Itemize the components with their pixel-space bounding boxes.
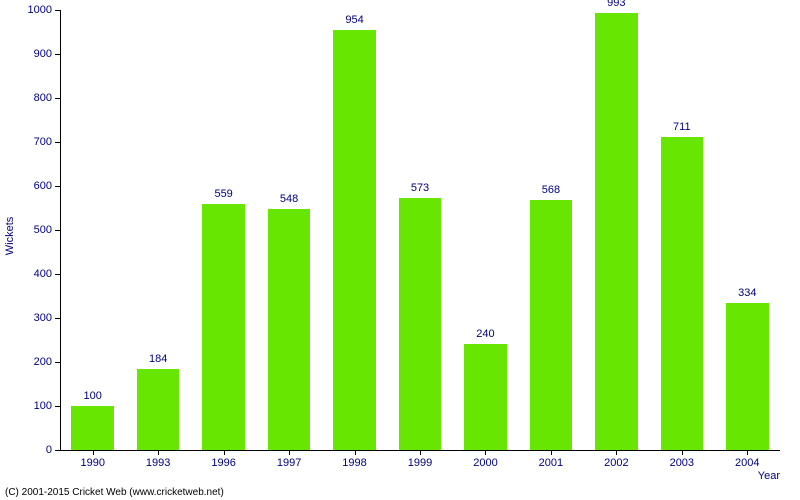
bar (268, 209, 311, 450)
bar-value-label: 568 (542, 184, 560, 196)
bar-value-label: 334 (738, 287, 756, 299)
x-tick (224, 450, 225, 455)
y-tick-label: 500 (20, 224, 52, 236)
y-tick-label: 600 (20, 180, 52, 192)
x-tick-label: 1997 (277, 457, 301, 469)
y-tick-label: 900 (20, 48, 52, 60)
bar (661, 137, 704, 450)
bar-value-label: 573 (411, 182, 429, 194)
x-tick (93, 450, 94, 455)
bar-value-label: 711 (673, 121, 691, 133)
x-tick-label: 1999 (408, 457, 432, 469)
bar-value-label: 559 (214, 188, 232, 200)
x-tick (551, 450, 552, 455)
x-tick (289, 450, 290, 455)
y-tick-label: 300 (20, 312, 52, 324)
bar (202, 204, 245, 450)
bar-value-label: 240 (476, 328, 494, 340)
bar (71, 406, 114, 450)
bar (333, 30, 376, 450)
chart-container: Wickets Year 0 100 200 300 400 500 600 700 800 90… (0, 0, 800, 500)
copyright-text: (C) 2001-2015 Cricket Web (www.cricketwe… (5, 487, 224, 498)
x-tick-label: 2002 (604, 457, 628, 469)
x-tick (420, 450, 421, 455)
bar (530, 200, 573, 450)
x-tick-label: 2000 (473, 457, 497, 469)
x-tick-label: 1990 (80, 457, 104, 469)
x-tick (485, 450, 486, 455)
plot-area: 100184559548954573240568993711334 (60, 10, 780, 450)
bar-value-label: 993 (607, 0, 625, 9)
y-tick-label: 100 (20, 400, 52, 412)
y-tick (55, 450, 60, 451)
bar-value-label: 100 (84, 390, 102, 402)
x-tick (158, 450, 159, 455)
x-tick-label: 2001 (539, 457, 563, 469)
x-tick-label: 1998 (342, 457, 366, 469)
x-axis-title: Year (758, 470, 780, 482)
bar (726, 303, 769, 450)
x-tick (747, 450, 748, 455)
y-tick-label: 800 (20, 92, 52, 104)
x-tick (682, 450, 683, 455)
y-tick-label: 700 (20, 136, 52, 148)
x-tick-label: 2003 (670, 457, 694, 469)
x-tick-label: 2004 (735, 457, 759, 469)
bar-value-label: 954 (345, 14, 363, 26)
y-tick-label: 1000 (20, 4, 52, 16)
bar (464, 344, 507, 450)
bar (399, 198, 442, 450)
y-axis-title: Wickets (4, 217, 16, 256)
bar-value-label: 184 (149, 353, 167, 365)
bar-value-label: 548 (280, 193, 298, 205)
y-tick-label: 0 (20, 444, 52, 456)
bar (595, 13, 638, 450)
x-tick-label: 1996 (211, 457, 235, 469)
bar (137, 369, 180, 450)
y-tick-label: 400 (20, 268, 52, 280)
x-tick-label: 1993 (146, 457, 170, 469)
y-tick-label: 200 (20, 356, 52, 368)
x-tick (616, 450, 617, 455)
x-tick (355, 450, 356, 455)
